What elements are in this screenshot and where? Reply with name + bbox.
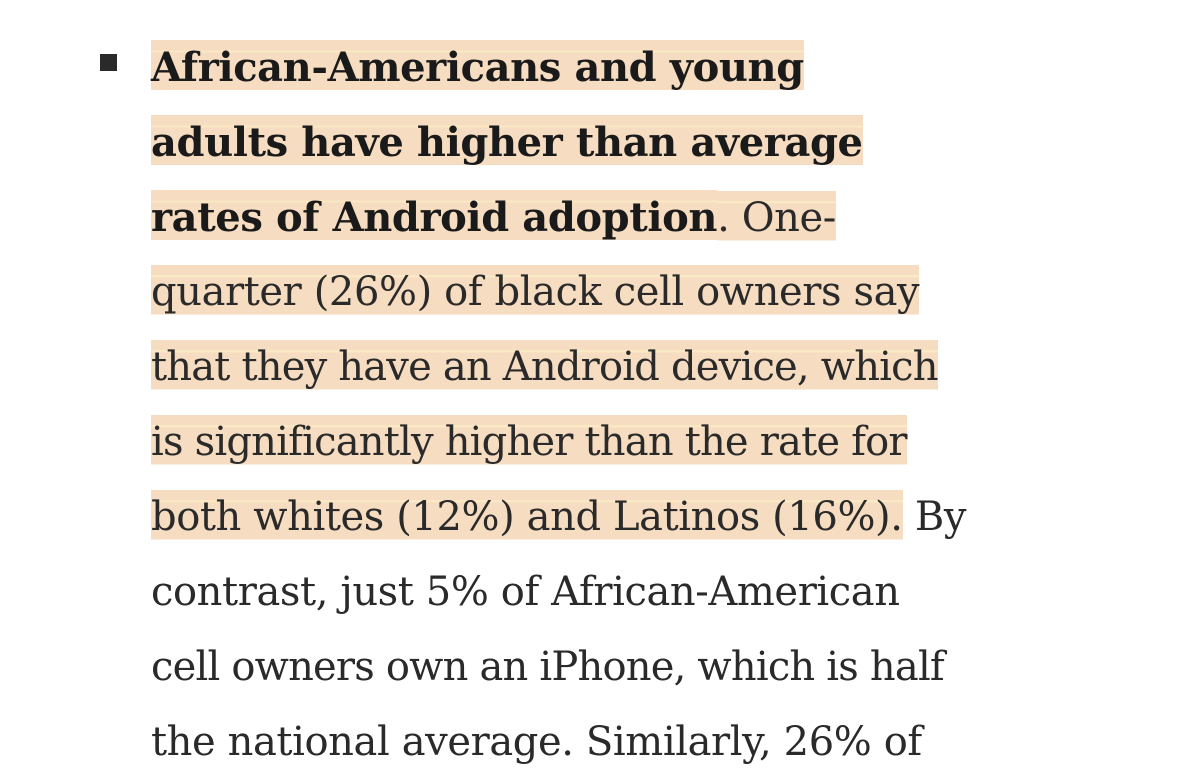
- paragraph-line: contrast, just 5% of African-American: [151, 555, 1171, 630]
- highlighted-text: that they have an Android device, which: [151, 340, 939, 396]
- plain-text: cell owners own an iPhone, which is half: [151, 644, 945, 690]
- paragraph-line: cell owners own an iPhone, which is half: [151, 630, 1171, 705]
- paragraph-line: is significantly higher than the rate fo…: [151, 405, 1171, 480]
- bullet-paragraph: African-Americans and young adults have …: [151, 30, 1171, 780]
- paragraph-line: the national average. Similarly, 26% of: [151, 705, 1171, 780]
- paragraph-line: rates of Android adoption. One-: [151, 180, 1171, 255]
- highlighted-bold-text: rates of Android adoption: [151, 190, 717, 247]
- paragraph-line: both whites (12%) and Latinos (16%). By: [151, 480, 1171, 555]
- highlighted-bold-text: adults have higher than average: [151, 115, 863, 172]
- paragraph-line: quarter (26%) of black cell owners say: [151, 255, 1171, 330]
- plain-text: the national average. Similarly, 26% of: [151, 719, 922, 765]
- highlighted-text: both whites (12%) and Latinos (16%).: [151, 490, 903, 546]
- bullet-marker: [100, 54, 117, 71]
- plain-text: contrast, just 5% of African-American: [151, 569, 900, 615]
- highlighted-text: quarter (26%) of black cell owners say: [151, 265, 920, 321]
- paragraph-line: that they have an Android device, which: [151, 330, 1171, 405]
- paragraph-line: adults have higher than average: [151, 105, 1171, 180]
- plain-text: By: [902, 494, 967, 540]
- highlighted-bold-text: African-Americans and young: [151, 40, 804, 97]
- highlighted-text: is significantly higher than the rate fo…: [151, 415, 908, 471]
- highlighted-text: . One-: [717, 191, 836, 247]
- paragraph-line: African-Americans and young: [151, 30, 1171, 105]
